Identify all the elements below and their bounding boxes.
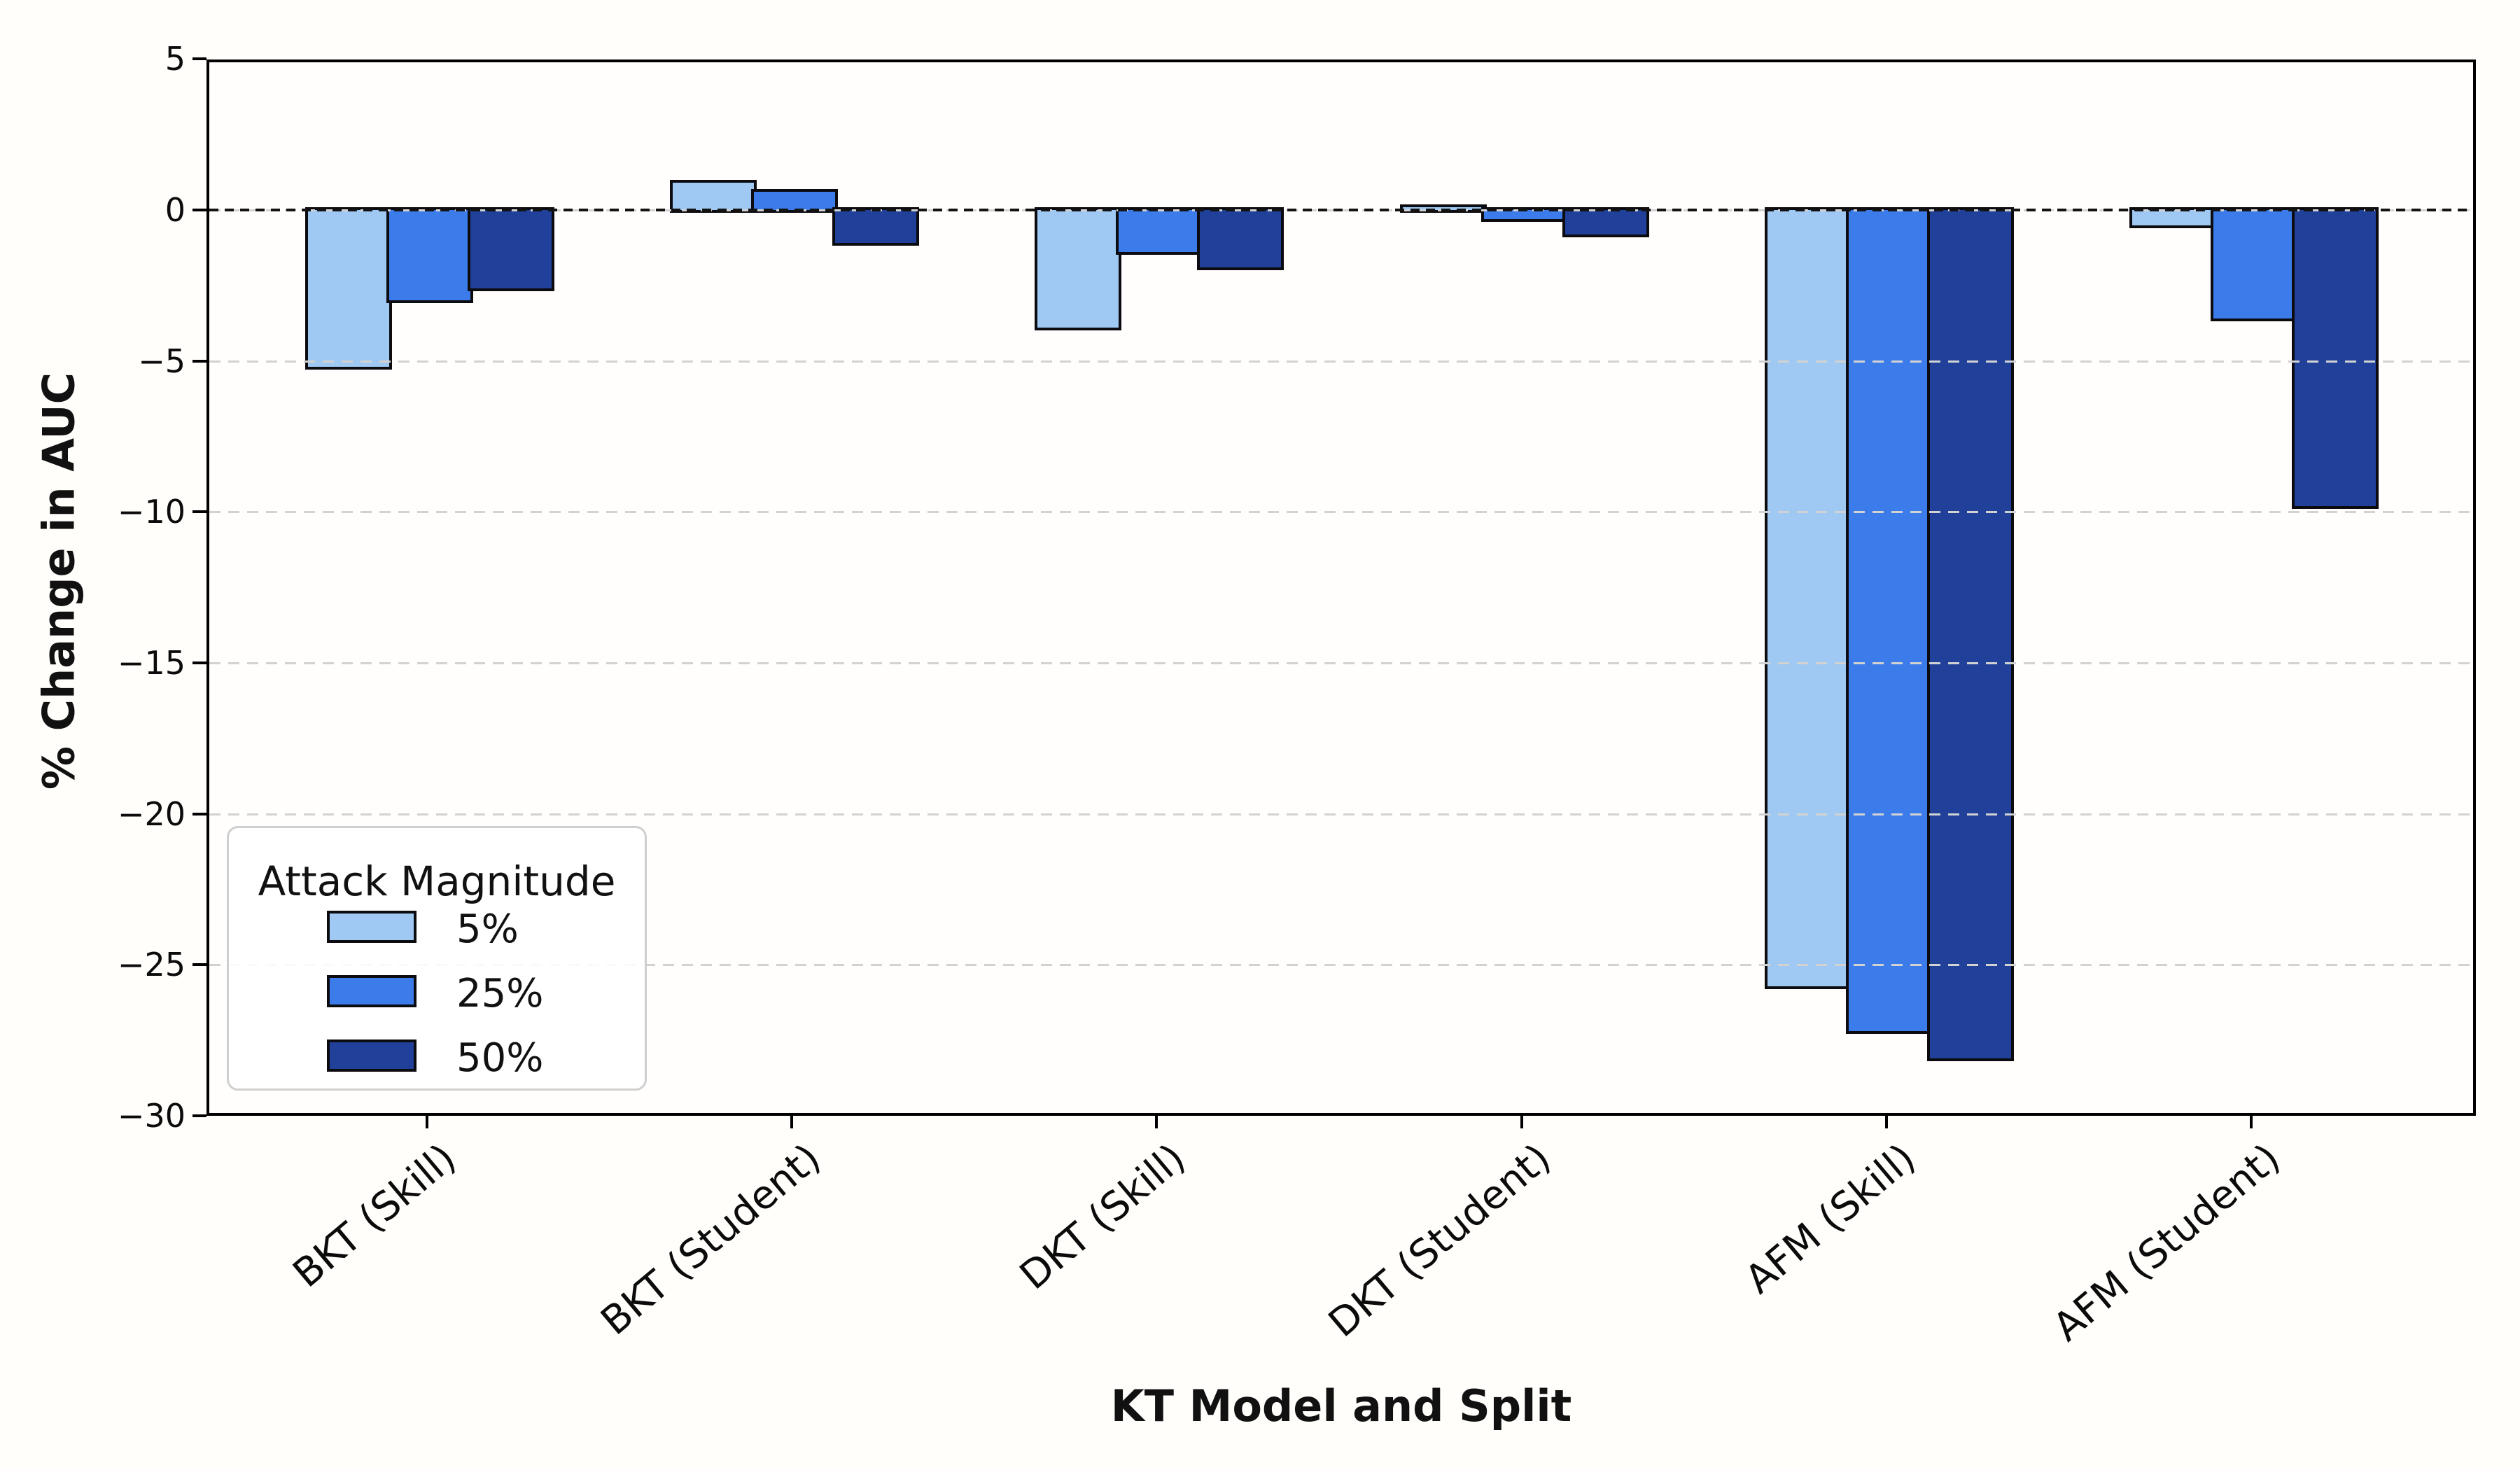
y-tick-mark [192,1114,206,1118]
legend-swatch-25% [327,975,416,1007]
y-tick-mark [192,662,206,665]
legend-row-25%: 25% [229,971,645,1016]
y-tick-mark [192,57,206,61]
y-axis-title: % Change in AUC [33,372,85,790]
bar-bkt-student--5% [670,180,757,213]
x-tick-mark [1884,1116,1888,1128]
bar-dkt-student--50% [1562,207,1649,237]
bar-dkt-skill--5% [1035,207,1122,331]
y-tick-label: −25 [117,946,186,984]
x-tick-mark [790,1116,794,1128]
gridline--15 [209,662,2473,665]
gridline--5 [209,360,2473,363]
y-tick-label: −20 [117,794,186,833]
legend-label-25%: 25% [456,971,544,1016]
x-tick-mark [1155,1116,1158,1128]
bar-bkt-skill--5% [305,207,392,370]
bar-afm-student--50% [2292,207,2379,509]
x-tick-label: AFM (Student) [2045,1135,2289,1351]
legend-swatch-50% [327,1040,416,1072]
y-tick-label: −10 [117,493,186,531]
legend-label-5%: 5% [456,906,519,952]
x-tick-label: DKT (Skill) [1011,1135,1195,1299]
x-tick-mark [1520,1116,1523,1128]
legend-row-5%: 5% [229,906,645,952]
x-tick-label: AFM (Skill) [1736,1135,1924,1303]
y-tick-mark [192,359,206,363]
bar-afm-skill--5% [1764,207,1851,989]
x-tick-label: BKT (Student) [592,1135,830,1345]
y-tick-label: −15 [117,644,186,682]
gridline--25 [209,964,2473,967]
bar-bkt-skill--50% [468,207,554,292]
legend-swatch-5% [327,911,416,943]
gridline--10 [209,511,2473,514]
bar-afm-student--25% [2211,207,2297,322]
legend-label-50%: 50% [456,1035,544,1081]
y-tick-label: −5 [138,342,186,380]
y-tick-mark [192,209,206,211]
legend: Attack Magnitude 5% 25% 50% [227,826,647,1091]
bar-afm-skill--50% [1926,207,2014,1062]
x-tick-mark [2250,1116,2253,1128]
bar-dkt-skill--25% [1116,207,1203,255]
bar-bkt-student--50% [832,207,920,246]
gridline--20 [209,813,2473,816]
zero-line [209,209,2473,211]
legend-title: Attack Magnitude [258,858,616,905]
x-tick-label: DKT (Student) [1320,1135,1560,1347]
y-tick-mark [192,963,206,967]
bar-afm-skill--25% [1845,207,1933,1035]
legend-row-50%: 50% [229,1035,645,1081]
y-tick-mark [192,510,206,514]
y-tick-mark [192,812,206,816]
bar-dkt-skill--50% [1197,207,1284,270]
x-tick-mark [426,1116,428,1128]
x-tick-label: BKT (Skill) [284,1135,465,1297]
y-tick-label: 5 [164,40,186,78]
bar-bkt-skill--25% [386,207,473,304]
y-tick-label: 0 [164,191,186,229]
y-tick-label: −30 [117,1097,186,1135]
x-axis-title: KT Model and Split [1110,1380,1572,1432]
